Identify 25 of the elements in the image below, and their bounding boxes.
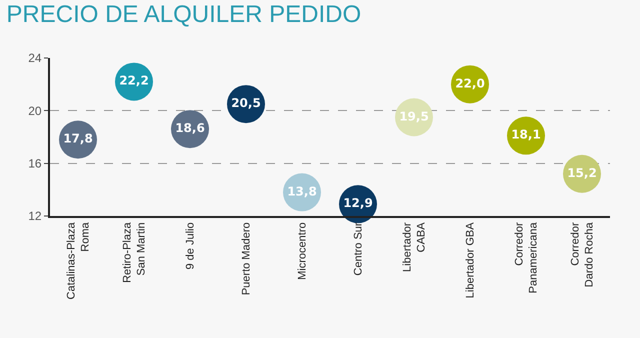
data-label: 22,0 (455, 76, 485, 90)
data-label: 18,1 (511, 128, 541, 142)
x-tick-label: Microcentro (296, 222, 309, 280)
x-tick-label: Libertador GBA (464, 222, 477, 298)
data-label: 20,5 (231, 96, 261, 110)
data-label: 18,6 (175, 121, 205, 136)
x-tick-label: Puerto Madero (240, 222, 253, 296)
x-tick-label: Centro Sur (352, 222, 365, 276)
y-tick-label: 12 (28, 209, 42, 224)
x-tick-label: 9 de Julio (184, 222, 197, 270)
data-label: 22,2 (119, 74, 149, 88)
x-tick-label: Catalinas-Plaza Roma (65, 222, 92, 300)
x-tick-label: Libertador CABA (401, 222, 428, 272)
data-label: 15,2 (567, 166, 597, 180)
data-label: 19,5 (399, 109, 429, 124)
x-tick-label: Corredor Dardo Rocha (569, 222, 596, 288)
data-label: 12,9 (343, 196, 373, 210)
y-tick-label: 20 (28, 104, 42, 118)
x-tick-label: Retiro-Plaza San Martin (121, 222, 148, 283)
chart-title: PRECIO DE ALQUILER PEDIDO (6, 0, 362, 28)
data-label: 17,8 (63, 132, 93, 146)
x-tick-label: Corredor Panamericana (513, 222, 540, 294)
data-label: 13,8 (287, 184, 317, 198)
y-tick-label: 16 (28, 156, 42, 171)
y-tick-label: 24 (28, 51, 42, 66)
